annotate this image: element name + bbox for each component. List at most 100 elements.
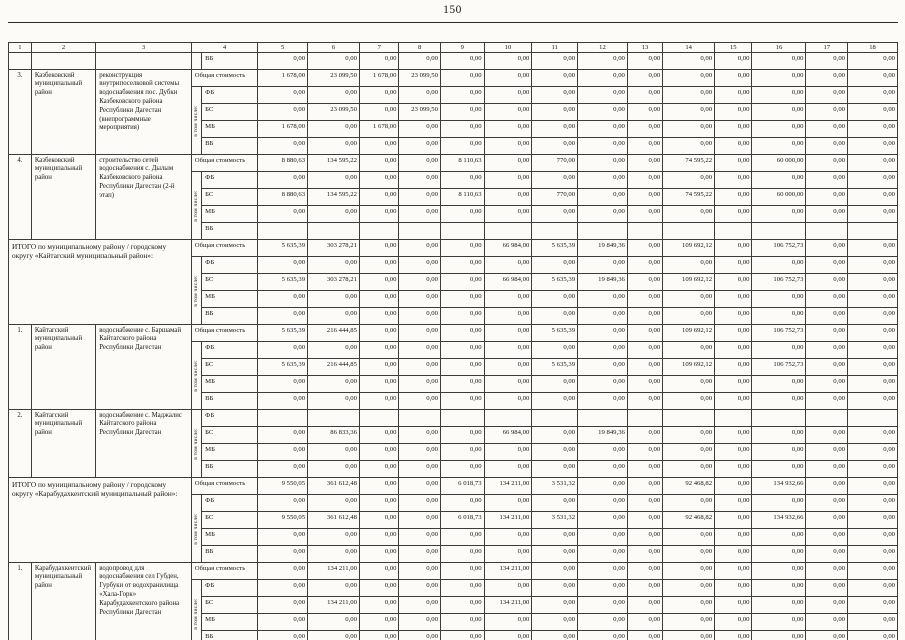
value-cell: 0,00 [662, 392, 716, 410]
value-cell: 134 211,00 [483, 477, 533, 495]
value-cell: 0,00 [531, 341, 579, 359]
value-cell: 0,00 [626, 562, 664, 580]
value-cell: 0,00 [714, 460, 753, 478]
value-cell: 0,00 [626, 494, 664, 512]
value-cell: 134 211,00 [307, 562, 360, 580]
value-cell: 0,00 [257, 52, 309, 70]
value-cell: 0,00 [805, 239, 848, 257]
row-number: 1. [8, 562, 32, 640]
value-cell: 0,00 [307, 205, 360, 223]
value-cell: 0,00 [714, 477, 753, 495]
value-cell: 0,00 [531, 630, 579, 640]
value-cell: 0,00 [662, 545, 716, 563]
value-cell: 0,00 [531, 86, 579, 104]
value-cell [358, 409, 400, 427]
table-row: ИТОГО по муниципальному району / городск… [8, 239, 898, 325]
value-cell: 0,00 [751, 579, 807, 597]
value-cell: 86 833,36 [307, 426, 360, 444]
value-cell: 0,00 [847, 528, 898, 546]
value-cell: 0,00 [805, 511, 848, 529]
value-cell: 0,00 [751, 545, 807, 563]
value-cell: 92 468,82 [662, 477, 716, 495]
value-cell: 0,00 [662, 120, 716, 138]
row-number [8, 52, 32, 70]
value-cell: 0,00 [307, 545, 360, 563]
value-cell: 0,00 [577, 188, 628, 206]
value-cell: 0,00 [751, 103, 807, 121]
value-cell: 74 595,22 [662, 154, 716, 172]
value-cell: 0,00 [626, 443, 664, 461]
value-cell: 0,00 [398, 443, 441, 461]
value-cell: 106 752,73 [751, 273, 807, 291]
value-cell: 0,00 [439, 443, 485, 461]
value-cell: 0,00 [751, 171, 807, 189]
value-cell: 0,00 [805, 171, 848, 189]
value-cell: 0,00 [751, 613, 807, 631]
value-cell: 0,00 [751, 290, 807, 308]
value-cell: 0,00 [257, 494, 309, 512]
value-cell: 0,00 [531, 613, 579, 631]
value-cell: 0,00 [847, 596, 898, 614]
value-cell: 92 468,82 [662, 511, 716, 529]
column-number: 7 [358, 42, 400, 53]
value-cell: 0,00 [626, 579, 664, 597]
table-row: ВБ 0,00 0,00 0,00 0,00 0,00 0,00 0,00 0,00 0,00 0,… [9, 307, 898, 325]
municipality-name: Кайтагский муниципальный район [30, 324, 97, 410]
value-cell: 0,00 [358, 86, 400, 104]
value-cell: 5 635,39 [531, 324, 579, 342]
value-cell: 0,00 [714, 545, 753, 563]
value-cell: 0,00 [257, 256, 309, 274]
value-cell: 0,00 [714, 120, 753, 138]
value-cell: 0,00 [577, 443, 628, 461]
value-cell: 0,00 [847, 171, 898, 189]
value-cell: 0,00 [358, 579, 400, 597]
column-number: 14 [662, 42, 716, 53]
vertical-label-text: в том числе: [193, 427, 200, 460]
value-cell: 0,00 [626, 545, 664, 563]
value-cell: 0,00 [662, 630, 716, 640]
value-cell: 0,00 [483, 579, 533, 597]
table-row: ВБ 0,00 0,00 0,00 0,00 0,00 0,00 0,00 0,00 0,00 0,… [9, 137, 898, 155]
value-cell: 0,00 [483, 528, 533, 546]
vertical-label-text: в том числе: [193, 104, 200, 137]
value-cell: 0,00 [307, 392, 360, 410]
municipality-name: Карабудахкентский муниципальный район [30, 562, 97, 640]
table-row: БС 0,00 86 833,36 0,00 0,00 0,00 66 984,00 0,00… [9, 426, 898, 444]
value-cell [751, 222, 807, 240]
funding-source-label: МБ [201, 120, 259, 138]
value-cell: 0,00 [257, 86, 309, 104]
value-cell: 0,00 [307, 86, 360, 104]
project-description: строительство сетей водоснабжения с. Дыл… [95, 154, 192, 240]
value-cell: 0,00 [847, 358, 898, 376]
value-cell: 0,00 [626, 392, 664, 410]
value-cell: 0,00 [751, 426, 807, 444]
value-cell: 0,00 [662, 171, 716, 189]
value-cell: 0,00 [398, 426, 441, 444]
value-cell: 0,00 [483, 86, 533, 104]
column-number: 13 [626, 42, 664, 53]
value-cell: 0,00 [626, 341, 664, 359]
value-cell: 0,00 [483, 307, 533, 325]
value-cell: 0,00 [805, 579, 848, 597]
value-cell: 0,00 [714, 171, 753, 189]
value-cell: 0,00 [439, 630, 485, 640]
row-number: 1. [8, 324, 32, 410]
value-cell: 0,00 [805, 460, 848, 478]
value-cell: 0,00 [358, 52, 400, 70]
value-cell: 0,00 [847, 443, 898, 461]
value-cell: 134 932,66 [751, 477, 807, 495]
value-cell: 0,00 [398, 239, 441, 257]
value-cell: 0,00 [662, 52, 716, 70]
value-cell: 0,00 [483, 341, 533, 359]
value-cell: 0,00 [257, 171, 309, 189]
value-cell: 0,00 [531, 256, 579, 274]
value-cell: 0,00 [626, 596, 664, 614]
value-cell: 0,00 [847, 86, 898, 104]
value-cell: 216 444,85 [307, 324, 360, 342]
value-cell: 0,00 [577, 358, 628, 376]
value-cell: 0,00 [483, 358, 533, 376]
value-cell: 0,00 [714, 239, 753, 257]
table-row: 1. Карабудахкентский муниципальный район в… [8, 562, 898, 640]
value-cell: 0,00 [358, 613, 400, 631]
